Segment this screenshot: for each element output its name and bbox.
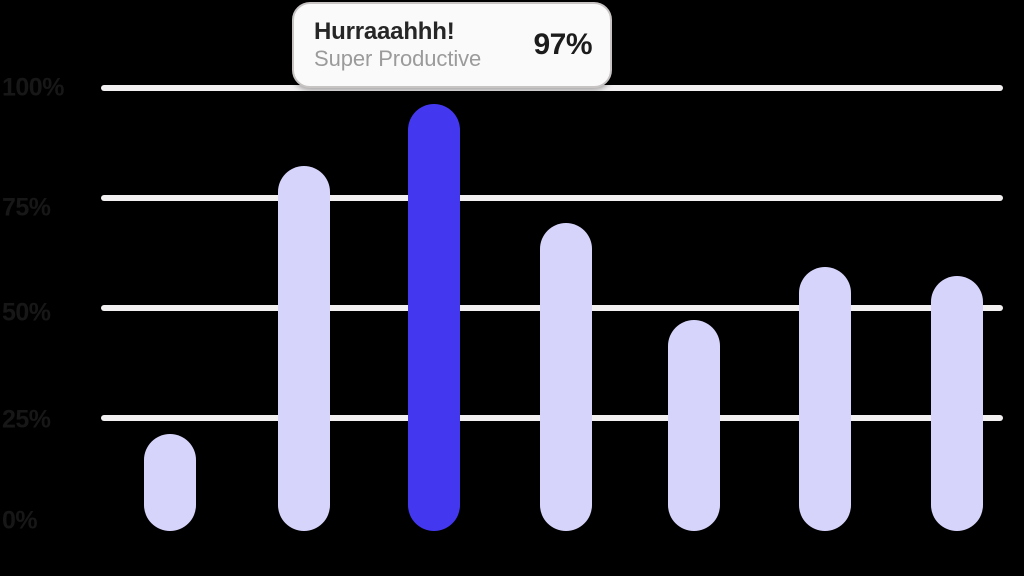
bar-tooltip[interactable]: Hurraaahhh! Super Productive 97% (292, 2, 612, 88)
tooltip-title: Hurraaahhh! (314, 17, 455, 45)
bar-2[interactable] (278, 165, 330, 531)
y-axis-tick-75: 75% (2, 193, 51, 222)
bar-7[interactable] (931, 275, 983, 531)
tooltip-text-group: Hurraaahhh! Super Productive (314, 17, 519, 71)
y-axis-tick-0: 0% (2, 506, 38, 535)
y-axis: 100% 75% 50% 25% 0% (0, 0, 100, 576)
bar-5[interactable] (668, 319, 720, 531)
y-axis-tick-50: 50% (2, 298, 51, 327)
tooltip-value: 97% (533, 28, 592, 61)
y-axis-tick-25: 25% (2, 405, 51, 434)
bar-3[interactable] (408, 104, 460, 531)
bar-1[interactable] (144, 434, 196, 531)
y-axis-tick-100: 100% (2, 73, 64, 102)
bar-6[interactable] (799, 267, 851, 531)
bar-4[interactable] (540, 223, 592, 531)
tooltip-subtitle: Super Productive (314, 45, 482, 71)
